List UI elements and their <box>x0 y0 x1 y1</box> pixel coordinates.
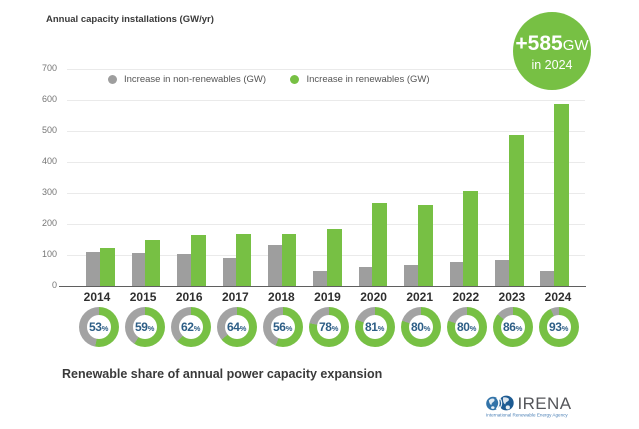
svg-text:IRENA: IRENA <box>518 394 572 413</box>
svg-text:International Renewable Energy: International Renewable Energy Agency <box>486 413 568 418</box>
